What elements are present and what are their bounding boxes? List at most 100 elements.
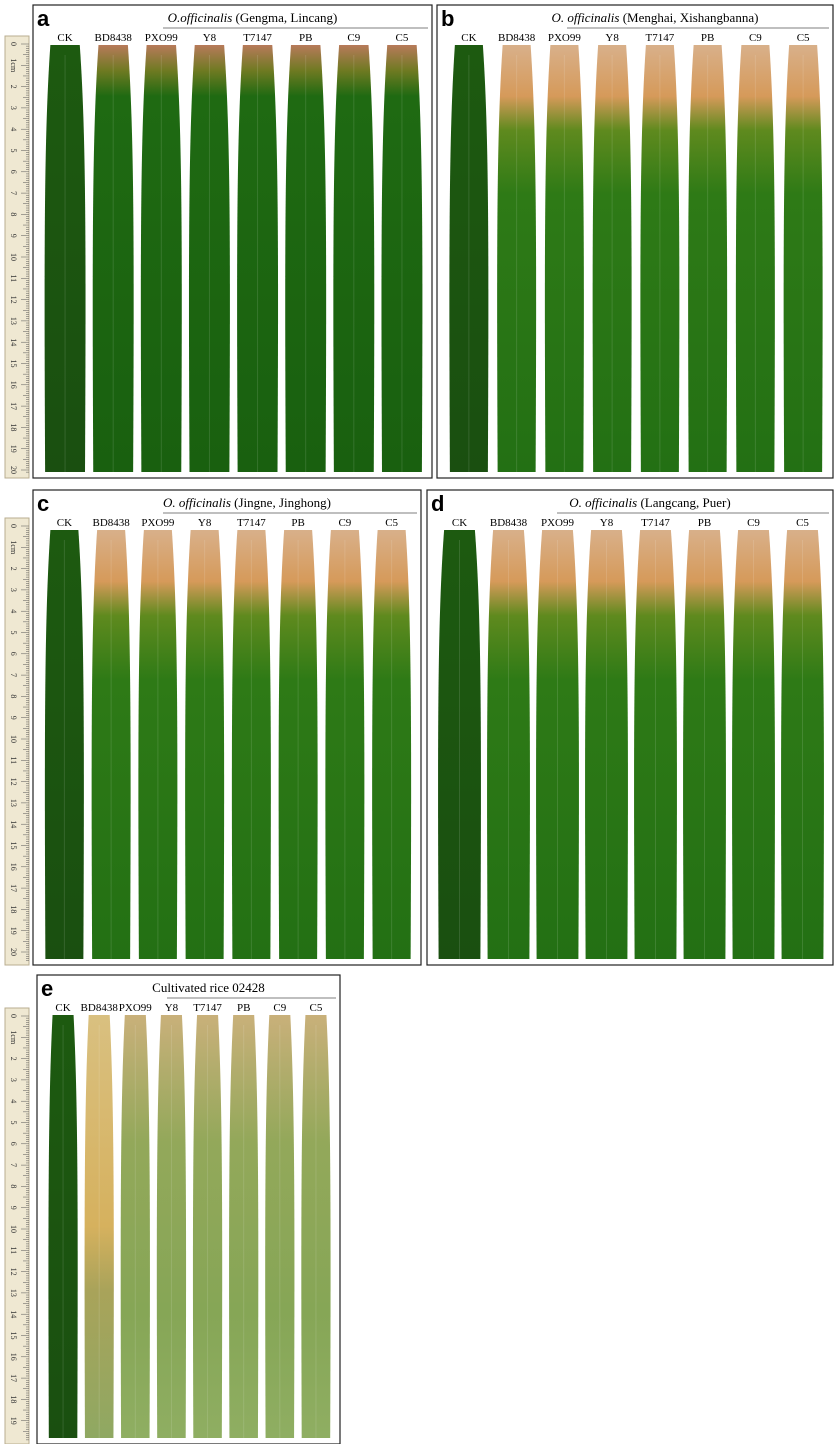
ruler-label: 17: [9, 1374, 18, 1382]
ruler-label: 12: [9, 296, 18, 304]
ruler-label: 15: [9, 360, 18, 368]
ruler-label: 15: [9, 1332, 18, 1340]
ruler-label: 13: [9, 317, 18, 325]
ruler-label: 18: [9, 423, 18, 431]
strain-label: PB: [701, 32, 714, 44]
title-site: (Gengma, Lincang): [236, 10, 338, 25]
ruler-label: 9: [9, 234, 18, 238]
strain-label: T7147: [641, 517, 670, 529]
ruler-label: 7: [9, 673, 18, 677]
strain-label: PXO99: [548, 32, 582, 44]
panel-title: Cultivated rice 02428: [152, 980, 265, 995]
ruler-label: 1cm: [9, 58, 18, 73]
strain-label: PXO99: [541, 517, 575, 529]
ruler-label: 3: [9, 106, 18, 110]
strain-label: C9: [749, 32, 762, 44]
strain-label: Y8: [605, 32, 619, 44]
ruler-label: 3: [9, 588, 18, 592]
ruler-label: 2: [9, 567, 18, 571]
title-species: O. officinalis: [552, 10, 620, 25]
ruler-label: 9: [9, 716, 18, 720]
ruler-label: 11: [9, 274, 18, 282]
title-site: (Jingne, Jinghong): [234, 495, 331, 510]
ruler-label: 6: [9, 1142, 18, 1146]
ruler-label: 5: [9, 1121, 18, 1125]
ruler-label: 4: [9, 609, 18, 613]
ruler-label: 16: [9, 381, 18, 389]
ruler-label: 4: [9, 127, 18, 131]
ruler-label: 5: [9, 631, 18, 635]
panel: bO. officinalis (Menghai, Xishangbanna)C…: [437, 5, 833, 478]
ruler-label: 15: [9, 842, 18, 850]
ruler-label: 2: [9, 85, 18, 89]
strain-label: CK: [452, 517, 467, 529]
strain-label: CK: [461, 32, 476, 44]
panel-title: O. officinalis (Langcang, Puer): [569, 495, 730, 510]
ruler-label: 14: [9, 1310, 18, 1318]
title-site: Cultivated rice 02428: [152, 980, 265, 995]
ruler-label: 10: [9, 253, 18, 261]
ruler-label: 17: [9, 884, 18, 892]
panel-title: O. officinalis (Menghai, Xishangbanna): [552, 10, 759, 25]
ruler-label: 4: [9, 1099, 18, 1103]
ruler-label: 9: [9, 1206, 18, 1210]
ruler-label: 11: [9, 1246, 18, 1254]
ruler-label: 19: [9, 445, 18, 453]
strain-label: Y8: [165, 1002, 179, 1014]
ruler-label: 13: [9, 1289, 18, 1297]
panel-letter: d: [431, 491, 444, 516]
ruler-label: 1cm: [9, 540, 18, 555]
panel-title: O.officinalis (Gengma, Lincang): [168, 10, 338, 25]
panel-letter: a: [37, 6, 50, 31]
title-species: O.officinalis: [168, 10, 233, 25]
ruler-label: 1cm: [9, 1030, 18, 1045]
panel-title: O. officinalis (Jingne, Jinghong): [163, 495, 331, 510]
ruler-label: 2: [9, 1057, 18, 1061]
title-site: (Langcang, Puer): [640, 495, 730, 510]
strain-label: T7147: [243, 32, 272, 44]
strain-label: C9: [747, 517, 760, 529]
ruler-label: 20: [9, 948, 18, 956]
ruler-label: 14: [9, 338, 18, 346]
ruler-label: 10: [9, 1225, 18, 1233]
strain-label: PXO99: [119, 1002, 153, 1014]
ruler-label: 18: [9, 1395, 18, 1403]
ruler-label: 5: [9, 149, 18, 153]
title-site: (Menghai, Xishangbanna): [623, 10, 759, 25]
strain-label: T7147: [193, 1002, 222, 1014]
strain-label: C5: [310, 1002, 323, 1014]
ruler-label: 7: [9, 1163, 18, 1167]
ruler-label: 17: [9, 402, 18, 410]
ruler-label: 6: [9, 170, 18, 174]
ruler-label: 18: [9, 905, 18, 913]
ruler-label: 12: [9, 778, 18, 786]
strain-label: C9: [347, 32, 360, 44]
strain-label: C5: [396, 32, 409, 44]
strain-label: Y8: [198, 517, 212, 529]
ruler-label: 20: [9, 466, 18, 474]
panel-letter: e: [41, 976, 53, 1001]
strain-label: T7147: [237, 517, 266, 529]
strain-label: C9: [338, 517, 351, 529]
ruler-label: 16: [9, 1353, 18, 1361]
ruler-label: 8: [9, 694, 18, 698]
strain-label: CK: [57, 517, 72, 529]
ruler-label: 16: [9, 863, 18, 871]
ruler-label: 3: [9, 1078, 18, 1082]
ruler-label: 19: [9, 927, 18, 935]
strain-label: C9: [273, 1002, 286, 1014]
ruler-label: 6: [9, 652, 18, 656]
ruler-label: 0: [9, 1014, 18, 1018]
title-species: O. officinalis: [163, 495, 231, 510]
ruler-label: 0: [9, 524, 18, 528]
ruler-label: 10: [9, 735, 18, 743]
strain-label: T7147: [646, 32, 675, 44]
strain-label: BD8438: [81, 1002, 119, 1014]
panel-frame: [37, 975, 340, 1444]
ruler-label: 8: [9, 212, 18, 216]
ruler-label: 13: [9, 799, 18, 807]
strain-label: Y8: [600, 517, 614, 529]
